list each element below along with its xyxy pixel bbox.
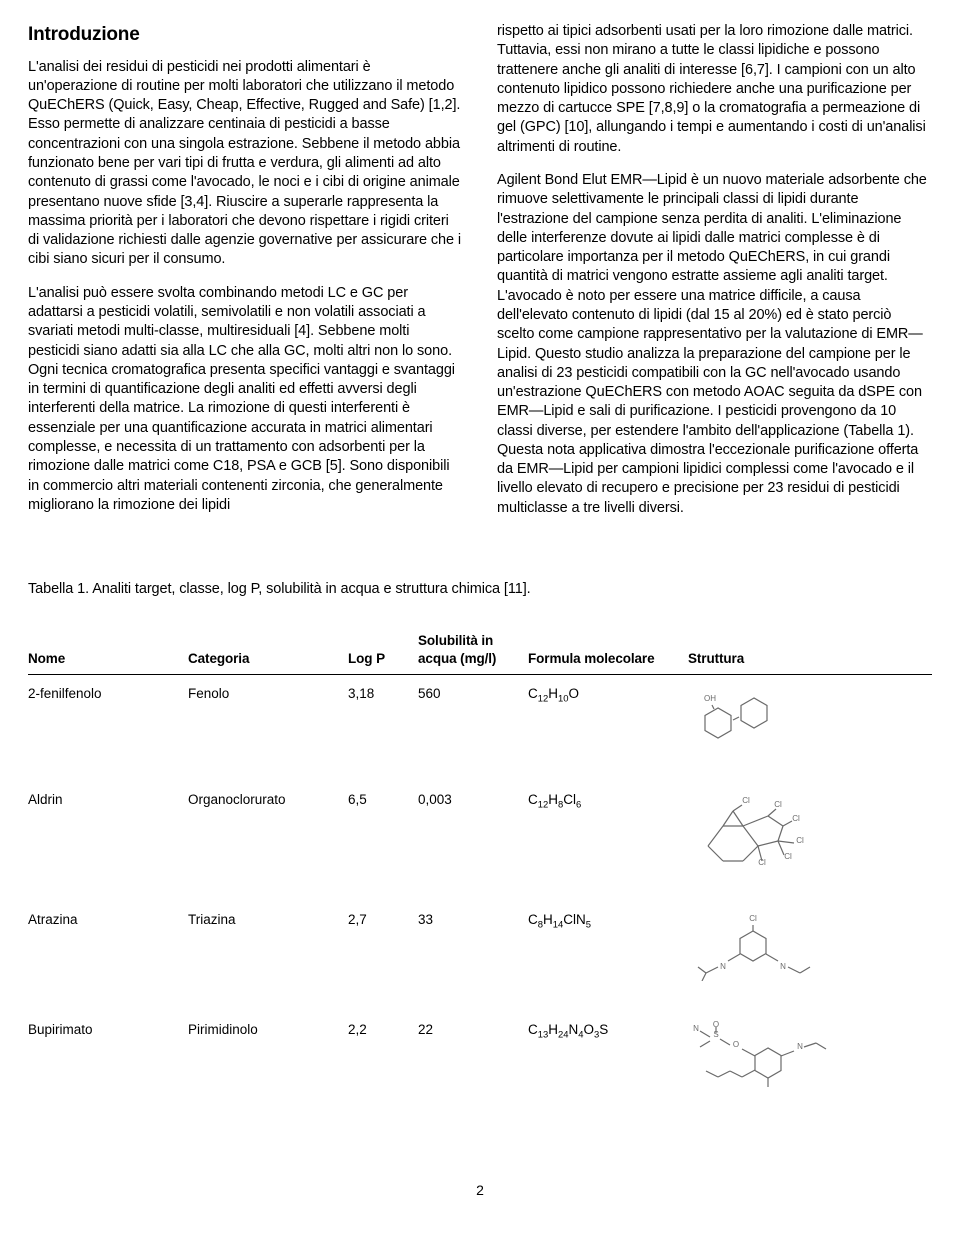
cell-formula: C12H8Cl6 xyxy=(528,771,688,891)
col-header-category: Categoria xyxy=(188,626,348,675)
left-column: Introduzione L'analisi dei residui di pe… xyxy=(28,22,463,532)
cell-solubility: 33 xyxy=(418,891,528,1001)
body-paragraph: L'analisi dei residui di pesticidi nei p… xyxy=(28,58,463,270)
cell-category: Fenolo xyxy=(188,675,348,772)
cell-formula: C8H14ClN5 xyxy=(528,891,688,1001)
svg-text:Cl: Cl xyxy=(742,796,750,805)
cell-category: Pirimidinolo xyxy=(188,1001,348,1121)
body-paragraph: L'analisi può essere svolta combinando m… xyxy=(28,284,463,515)
svg-text:Cl: Cl xyxy=(749,914,757,923)
table-caption: Tabella 1. Analiti target, classe, log P… xyxy=(28,580,932,600)
analytes-table: Nome Categoria Log P Solubilità in acqua… xyxy=(28,626,932,1121)
svg-text:Cl: Cl xyxy=(792,814,800,823)
table-row: AldrinOrganoclorurato6,50,003C12H8Cl6 Cl C… xyxy=(28,771,932,891)
cell-category: Triazina xyxy=(188,891,348,1001)
right-column: rispetto ai tipici adsorbenti usati per … xyxy=(497,22,932,532)
table-body: 2-fenilfenoloFenolo3,18560C12H10O OH Aldri… xyxy=(28,675,932,1122)
cell-name: 2-fenilfenolo xyxy=(28,675,188,772)
cell-formula: C12H10O xyxy=(528,675,688,772)
svg-text:O: O xyxy=(733,1040,739,1049)
col-header-solubility: Solubilità in acqua (mg/l) xyxy=(418,626,528,675)
cell-logp: 2,2 xyxy=(348,1001,418,1121)
section-title: Introduzione xyxy=(28,22,463,48)
cell-name: Aldrin xyxy=(28,771,188,891)
cell-solubility: 560 xyxy=(418,675,528,772)
svg-text:N: N xyxy=(720,962,726,971)
table-row: AtrazinaTriazina2,733C8H14ClN5 Cl N N xyxy=(28,891,932,1001)
svg-text:Cl: Cl xyxy=(784,852,792,861)
cell-formula: C13H24N4O3S xyxy=(528,1001,688,1121)
svg-text:N: N xyxy=(797,1042,803,1051)
col-header-logp: Log P xyxy=(348,626,418,675)
body-paragraph: rispetto ai tipici adsorbenti usati per … xyxy=(497,22,932,157)
cell-logp: 2,7 xyxy=(348,891,418,1001)
page-number: 2 xyxy=(28,1181,932,1200)
col-header-name: Nome xyxy=(28,626,188,675)
table-row: 2-fenilfenoloFenolo3,18560C12H10O OH xyxy=(28,675,932,772)
col-header-formula: Formula molecolare xyxy=(528,626,688,675)
cell-name: Bupirimato xyxy=(28,1001,188,1121)
svg-text:N: N xyxy=(780,962,786,971)
svg-text:OH: OH xyxy=(704,694,716,703)
cell-category: Organoclorurato xyxy=(188,771,348,891)
cell-logp: 3,18 xyxy=(348,675,418,772)
cell-structure: ClClClClClCl xyxy=(688,771,932,891)
cell-structure: Cl N N xyxy=(688,891,932,1001)
svg-text:Cl: Cl xyxy=(796,836,804,845)
table-row: BupirimatoPirimidinolo2,222C13H24N4O3S N O… xyxy=(28,1001,932,1121)
svg-text:N: N xyxy=(693,1024,699,1033)
svg-text:O: O xyxy=(713,1021,719,1029)
cell-solubility: 0,003 xyxy=(418,771,528,891)
cell-structure: OH xyxy=(688,675,932,772)
cell-logp: 6,5 xyxy=(348,771,418,891)
table-header-row: Nome Categoria Log P Solubilità in acqua… xyxy=(28,626,932,675)
body-paragraph: Agilent Bond Elut EMR—Lipid è un nuovo m… xyxy=(497,171,932,518)
col-header-structure: Struttura xyxy=(688,626,932,675)
cell-solubility: 22 xyxy=(418,1001,528,1121)
cell-name: Atrazina xyxy=(28,891,188,1001)
svg-text:Cl: Cl xyxy=(774,800,782,809)
two-column-text: Introduzione L'analisi dei residui di pe… xyxy=(28,22,932,532)
cell-structure: NOSON xyxy=(688,1001,932,1121)
